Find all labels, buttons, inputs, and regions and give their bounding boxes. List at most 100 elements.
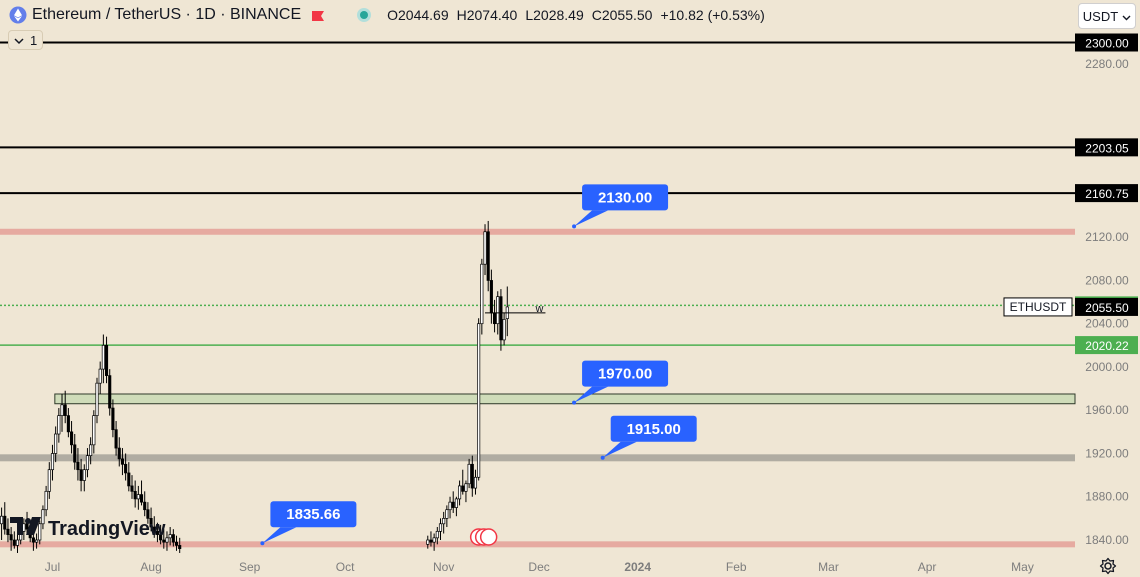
candle bbox=[174, 541, 179, 546]
candle bbox=[47, 469, 51, 492]
callout-anchor[interactable] bbox=[260, 541, 265, 546]
callout-label: 1970.00 bbox=[598, 366, 652, 383]
candle bbox=[458, 485, 462, 500]
candle bbox=[178, 545, 182, 550]
economic-event-icon[interactable] bbox=[479, 528, 498, 546]
x-tick-label: Aug bbox=[140, 560, 161, 574]
candle bbox=[70, 431, 74, 446]
candle bbox=[0, 515, 4, 525]
price-tag[interactable] bbox=[1075, 33, 1138, 52]
candle bbox=[493, 312, 497, 325]
ethereum-icon bbox=[8, 5, 28, 25]
callout-box[interactable] bbox=[582, 184, 669, 211]
candle bbox=[31, 537, 35, 543]
candle bbox=[89, 444, 93, 456]
indicator-count: 1 bbox=[30, 32, 38, 48]
candle bbox=[12, 539, 16, 546]
candle bbox=[480, 263, 484, 325]
chevron-down-icon bbox=[14, 33, 24, 48]
callout-pointer[interactable] bbox=[262, 527, 297, 544]
candle bbox=[473, 476, 478, 489]
x-tick-label: Jul bbox=[45, 560, 60, 574]
flag-icon[interactable] bbox=[311, 9, 325, 21]
candle bbox=[57, 415, 61, 435]
price-tag[interactable] bbox=[1075, 336, 1138, 355]
candle bbox=[159, 534, 163, 541]
candle bbox=[9, 534, 13, 541]
market-status-icon[interactable] bbox=[355, 6, 373, 24]
candle bbox=[127, 472, 131, 487]
y-tick-label: 2040.00 bbox=[1085, 317, 1129, 331]
candle bbox=[162, 539, 166, 543]
candle bbox=[92, 415, 96, 446]
price-tag[interactable] bbox=[1075, 138, 1138, 157]
chart-header: Ethereum / TetherUS · 1D · BINANCE O2044… bbox=[0, 0, 1075, 30]
callout-box[interactable] bbox=[610, 415, 697, 442]
candle bbox=[464, 483, 468, 492]
candle bbox=[85, 455, 90, 471]
callout-box[interactable] bbox=[270, 501, 357, 528]
price-tag-label: 2300.00 bbox=[1085, 37, 1129, 51]
indicators-toggle[interactable]: 1 bbox=[8, 30, 44, 50]
x-tick-label: Apr bbox=[918, 560, 937, 574]
support-zone[interactable] bbox=[54, 393, 1076, 405]
y-tick-label: 2080.00 bbox=[1085, 273, 1129, 287]
currency-button[interactable]: USDT bbox=[1078, 3, 1136, 29]
candle bbox=[454, 498, 458, 508]
candle bbox=[82, 469, 86, 481]
price-tag[interactable] bbox=[1075, 184, 1138, 203]
callout-anchor[interactable] bbox=[572, 400, 577, 405]
callout-label: 1835.66 bbox=[286, 506, 340, 523]
candle bbox=[448, 501, 452, 511]
x-tick-label: Sep bbox=[239, 560, 261, 574]
currency-label: USDT bbox=[1082, 8, 1119, 24]
callout-pointer[interactable] bbox=[574, 210, 609, 227]
candle bbox=[502, 319, 506, 341]
candle bbox=[152, 526, 156, 532]
candle bbox=[477, 323, 481, 478]
candle bbox=[60, 404, 64, 416]
tradingview-logo[interactable]: TradingView bbox=[10, 517, 165, 541]
price-axis[interactable] bbox=[1075, 0, 1140, 577]
callout-pointer[interactable] bbox=[574, 386, 609, 403]
callout-anchor[interactable] bbox=[600, 455, 605, 460]
candle bbox=[171, 534, 175, 543]
symbol-tag[interactable] bbox=[1003, 297, 1073, 317]
level-band-grey[interactable] bbox=[0, 454, 1075, 462]
callout-pointer[interactable] bbox=[602, 441, 637, 458]
candle bbox=[35, 539, 39, 543]
last-price-tag[interactable] bbox=[1075, 297, 1138, 316]
gear-icon[interactable] bbox=[1099, 557, 1117, 575]
chevron-down-icon bbox=[1122, 9, 1131, 24]
candle bbox=[98, 368, 102, 384]
candle bbox=[432, 537, 436, 543]
ohlc-change: +10.82 (+0.53%) bbox=[660, 7, 765, 23]
candle bbox=[114, 429, 118, 449]
symbol-tag-label: ETHUSDT bbox=[1010, 300, 1067, 314]
candle bbox=[50, 453, 55, 471]
level-band-red[interactable] bbox=[0, 541, 1075, 548]
candle bbox=[6, 528, 10, 535]
annotation-label: w bbox=[534, 303, 543, 315]
candle bbox=[489, 280, 493, 314]
candle bbox=[73, 444, 77, 463]
callout-box[interactable] bbox=[582, 360, 669, 387]
candle bbox=[111, 407, 115, 431]
callout-anchor[interactable] bbox=[572, 224, 577, 229]
tradingview-logo-icon bbox=[10, 517, 42, 541]
candle bbox=[483, 231, 487, 265]
candle bbox=[130, 485, 134, 492]
y-tick-label: 1960.00 bbox=[1085, 403, 1129, 417]
x-tick-label: Nov bbox=[433, 560, 454, 574]
symbol-title[interactable]: Ethereum / TetherUS · 1D · BINANCE bbox=[32, 6, 302, 23]
candle bbox=[470, 463, 474, 489]
candle bbox=[445, 509, 449, 519]
candle bbox=[165, 537, 169, 543]
candle bbox=[95, 382, 99, 416]
x-tick-label: May bbox=[1011, 560, 1034, 574]
y-tick-label: 2120.00 bbox=[1085, 230, 1129, 244]
candle bbox=[146, 509, 150, 519]
level-band-red[interactable] bbox=[0, 228, 1075, 235]
ohlc-low: L2028.49 bbox=[525, 7, 584, 23]
